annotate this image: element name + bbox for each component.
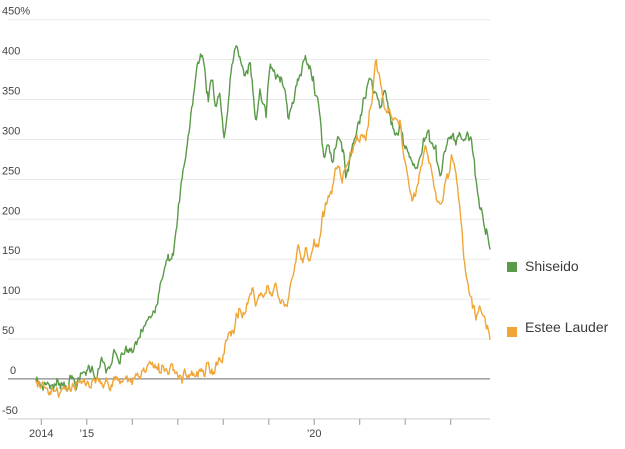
svg-text:Shiseido: Shiseido xyxy=(525,258,579,274)
svg-text:2014: 2014 xyxy=(29,428,53,440)
svg-text:400: 400 xyxy=(2,46,20,58)
svg-text:50: 50 xyxy=(2,325,14,337)
svg-text:Estee Lauder: Estee Lauder xyxy=(525,319,609,335)
svg-text:0: 0 xyxy=(10,365,16,377)
svg-text:200: 200 xyxy=(2,205,20,217)
svg-text:’20: ’20 xyxy=(307,428,322,440)
svg-text:-50: -50 xyxy=(2,405,18,417)
svg-text:250: 250 xyxy=(2,165,20,177)
svg-text:300: 300 xyxy=(2,125,20,137)
svg-text:350: 350 xyxy=(2,86,20,98)
svg-text:450%: 450% xyxy=(2,6,30,18)
svg-text:100: 100 xyxy=(2,285,20,297)
svg-text:’15: ’15 xyxy=(79,428,94,440)
svg-text:150: 150 xyxy=(2,245,20,257)
